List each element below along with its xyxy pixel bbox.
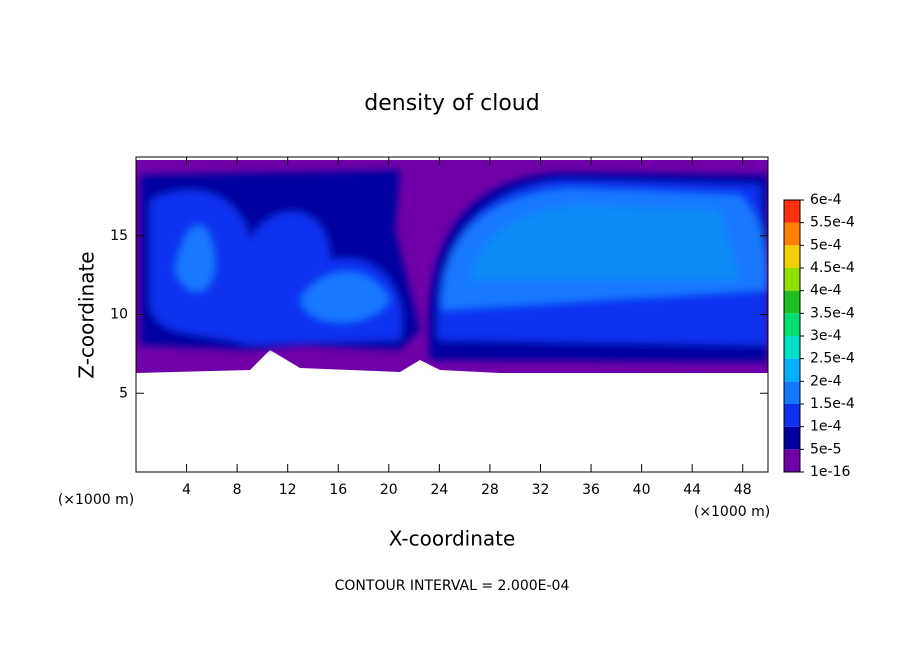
colorbar-label: 5e-5 [810, 441, 841, 457]
colorbar-band [784, 426, 800, 450]
x-axis-unit: (×1000 m) [694, 504, 770, 520]
colorbar-band [784, 268, 800, 291]
x-tick-label: 16 [329, 482, 347, 498]
colorbar-label: 2e-4 [810, 373, 842, 389]
colorbar-frame [783, 199, 801, 473]
colorbar-band [784, 245, 800, 268]
colorbar-band [784, 200, 800, 223]
x-tick-label: 12 [279, 482, 297, 498]
colorbar-label: 1e-4 [810, 419, 842, 435]
colorbar-band [784, 449, 800, 472]
x-tick-label: 4 [182, 482, 191, 498]
x-axis-label: X-coordinate [389, 527, 516, 551]
x-tick-label: 20 [380, 482, 398, 498]
x-tick-label: 48 [734, 482, 752, 498]
x-tick-label: 36 [582, 482, 600, 498]
colorbar-label: 1e-16 [810, 464, 850, 480]
colorbar-band [784, 313, 800, 336]
x-tick-label: 32 [532, 482, 550, 498]
colorbar-label: 5e-4 [810, 237, 842, 253]
colorbar-label: 3e-4 [810, 328, 842, 344]
colorbar-label: 4.5e-4 [810, 260, 855, 276]
y-axis-unit: (×1000 m) [58, 492, 134, 508]
colorbar-band [784, 404, 800, 427]
footer-note: CONTOUR INTERVAL = 2.000E-04 [335, 578, 570, 594]
x-tick-label: 24 [430, 482, 448, 498]
colorbar-band [784, 358, 800, 382]
colorbar-band [784, 222, 800, 246]
x-tick-label: 28 [481, 482, 499, 498]
y-tick-label: 15 [110, 228, 128, 244]
colorbar-label: 5.5e-4 [810, 215, 855, 231]
y-tick-label: 10 [110, 307, 128, 323]
colorbar-label: 2.5e-4 [810, 351, 855, 367]
colorbar-band [784, 336, 800, 359]
colorbar-label: 1.5e-4 [810, 396, 855, 412]
colorbar-band [784, 290, 800, 314]
colorbar-label: 4e-4 [810, 283, 842, 299]
y-axis-label: Z-coordinate [75, 251, 99, 378]
contour-field [136, 160, 768, 373]
x-tick-label: 8 [233, 482, 242, 498]
x-tick-label: 40 [633, 482, 651, 498]
colorbar-band [784, 381, 800, 404]
colorbar-label: 3.5e-4 [810, 305, 855, 321]
x-tick-label: 44 [683, 482, 701, 498]
colorbar-label: 6e-4 [810, 192, 842, 208]
chart-title: density of cloud [364, 91, 539, 116]
y-tick-label: 5 [119, 385, 128, 401]
